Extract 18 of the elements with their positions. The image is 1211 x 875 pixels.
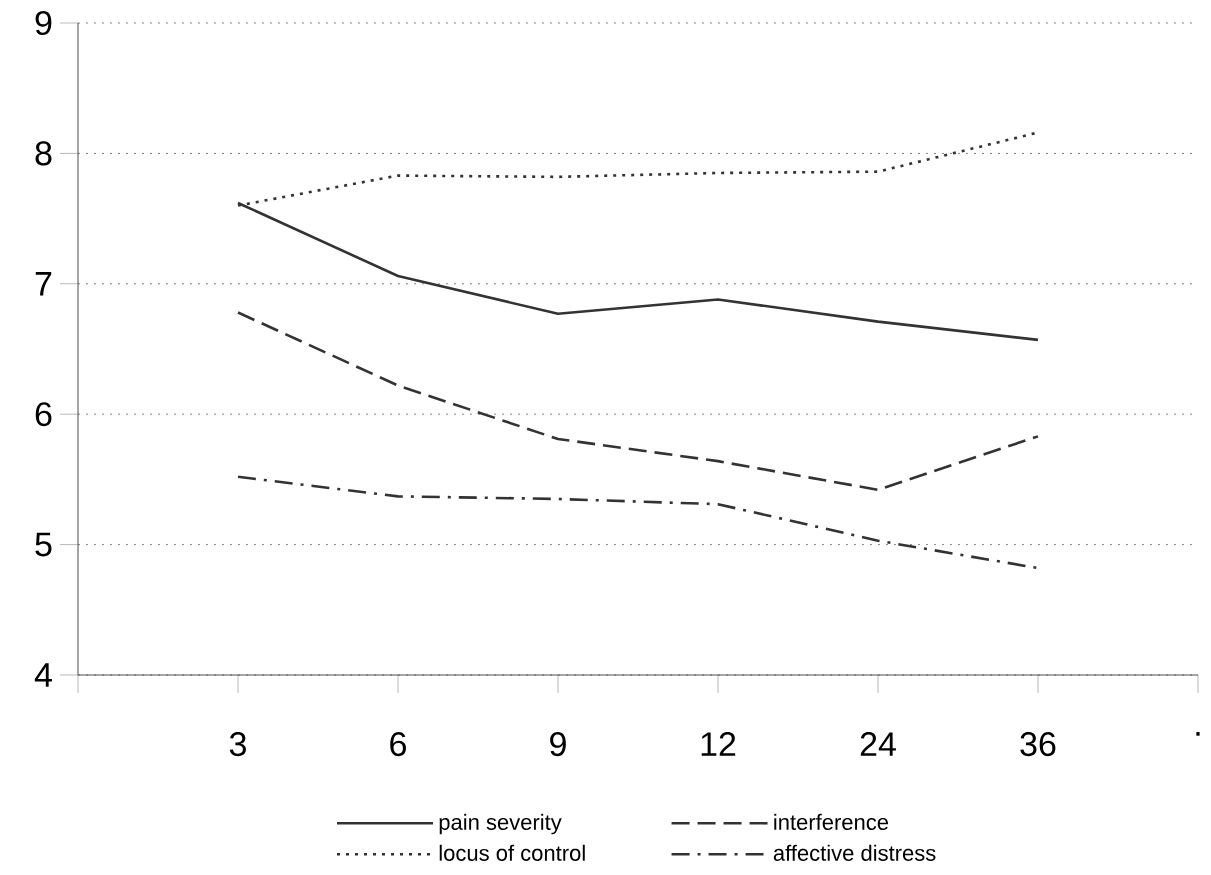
x-tick-label: 6 — [390, 732, 406, 757]
legend-label: affective distress — [773, 844, 936, 861]
y-tick-label: 7 — [35, 272, 52, 296]
x-tick-label: 36 — [1020, 732, 1056, 757]
y-tick-label: 5 — [35, 532, 52, 557]
legend-label: locus of control — [439, 844, 585, 861]
legend-label: interference — [774, 813, 889, 830]
legend-label: pain severity — [439, 813, 562, 835]
y-tick-label: 6 — [35, 402, 52, 427]
y-tick-label: 9 — [35, 10, 52, 36]
x-tick-label: 24 — [860, 732, 896, 756]
line-series — [236, 311, 1040, 492]
y-tick-label: 4 — [34, 663, 52, 687]
x-tick-label: 9 — [550, 732, 566, 757]
x-tick-label: 3 — [229, 732, 246, 757]
x-tick-label: 12 — [701, 732, 736, 756]
x-tick-label: . — [1196, 732, 1200, 736]
y-tick-label: 8 — [35, 141, 52, 166]
